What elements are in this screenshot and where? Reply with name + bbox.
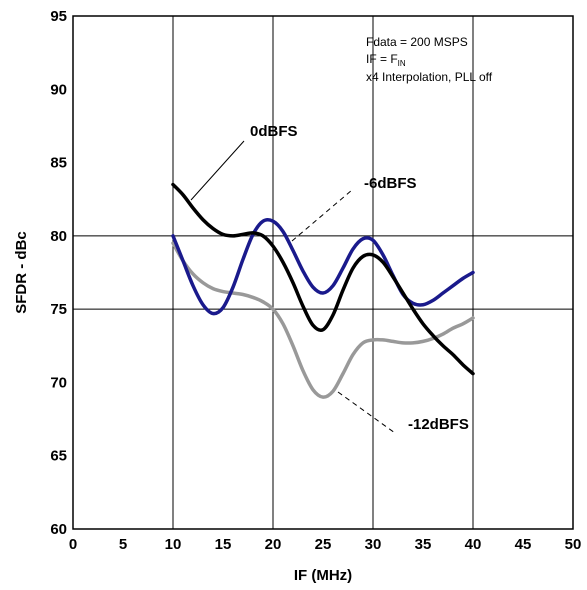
x-tick-label-45: 45 xyxy=(515,536,532,553)
series-line-12dbfs xyxy=(171,241,475,399)
x-tick-label-20: 20 xyxy=(265,536,282,553)
series-labels: 0dBFS -6dBFS -12dBFS xyxy=(250,123,469,433)
y-tick-label-70: 70 xyxy=(50,374,67,391)
leader-line-6dbfs xyxy=(291,189,353,242)
x-tick-label-0: 0 xyxy=(69,536,77,553)
y-tick-label-80: 80 xyxy=(50,228,67,245)
y-tick-labels: 60 65 70 75 80 85 90 95 xyxy=(50,8,67,538)
x-tick-label-35: 35 xyxy=(415,536,432,553)
grid-lines xyxy=(73,16,573,529)
x-tick-label-15: 15 xyxy=(215,536,232,553)
y-axis-title: SFDR - dBc xyxy=(13,231,30,314)
condition-if-subscript: IN xyxy=(398,59,406,68)
x-tick-label-10: 10 xyxy=(165,536,182,553)
condition-interpolation: x4 Interpolation, PLL off xyxy=(366,70,493,84)
x-tick-label-5: 5 xyxy=(119,536,127,553)
y-tick-label-60: 60 xyxy=(50,521,67,538)
leader-line-0dbfs xyxy=(190,140,245,201)
x-tick-label-50: 50 xyxy=(565,536,582,553)
series-line-0dbfs xyxy=(171,182,475,376)
series-label-12dbfs: -12dBFS xyxy=(408,416,469,433)
x-tick-label-40: 40 xyxy=(465,536,482,553)
y-tick-label-75: 75 xyxy=(50,301,67,318)
series-label-0dbfs: 0dBFS xyxy=(250,123,298,140)
x-tick-label-30: 30 xyxy=(365,536,382,553)
condition-if-prefix: IF = F xyxy=(366,52,398,66)
condition-if: IF = FIN xyxy=(366,52,406,68)
x-tick-label-25: 25 xyxy=(315,536,332,553)
y-tick-label-85: 85 xyxy=(50,155,67,172)
y-tick-label-65: 65 xyxy=(50,448,67,465)
leader-line-12dbfs xyxy=(337,391,396,434)
condition-fdata: Fdata = 200 MSPS xyxy=(366,35,468,49)
y-tick-label-95: 95 xyxy=(50,8,67,25)
annotation-leaders xyxy=(190,140,396,434)
x-axis-title: IF (MHz) xyxy=(294,567,352,584)
plot-area-frame xyxy=(72,15,574,530)
series-label-6dbfs: -6dBFS xyxy=(364,175,417,192)
series-line-6dbfs xyxy=(171,217,475,316)
y-tick-label-90: 90 xyxy=(50,81,67,98)
series-lines xyxy=(171,182,475,399)
x-tick-labels: 0 5 10 15 20 25 30 35 40 45 50 xyxy=(69,536,582,553)
